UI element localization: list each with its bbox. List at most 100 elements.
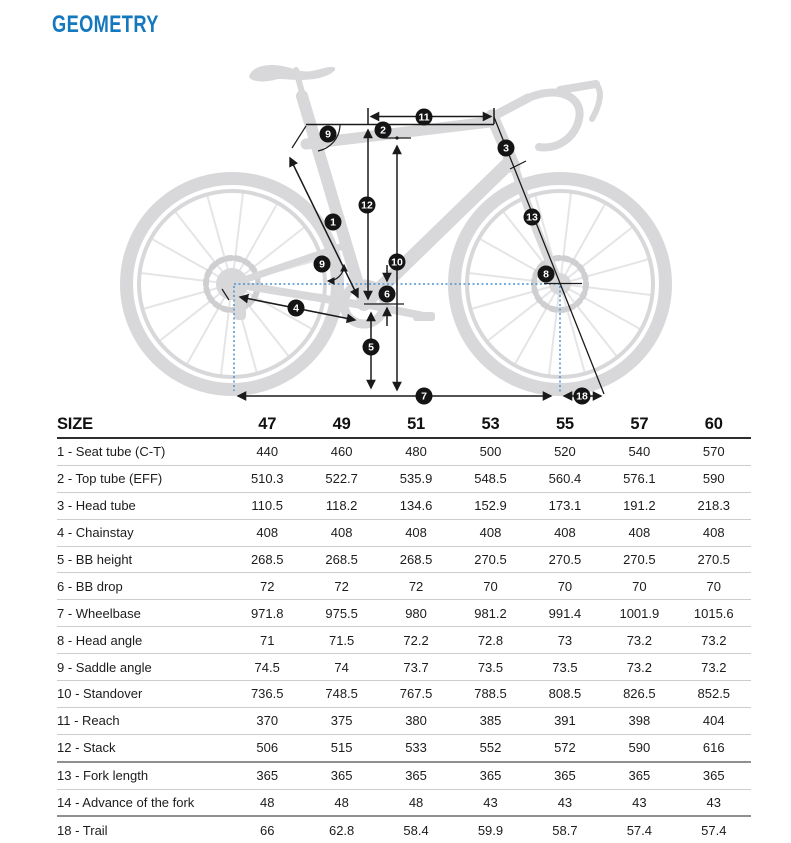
- row-value: 57.4: [626, 822, 652, 838]
- row-value: 43: [557, 795, 573, 811]
- marker-number: 4: [293, 303, 299, 315]
- row-value: 73.2: [701, 632, 727, 648]
- row-value: 173.1: [548, 498, 582, 514]
- row-value: 218.3: [697, 498, 731, 514]
- size-header: SIZE: [57, 415, 93, 433]
- row-value: 110.5: [251, 498, 283, 514]
- table-row: 3 - Head tube 110.5 118.2 134.6 152.9 173.1 19…: [57, 491, 751, 519]
- row-value: 572: [554, 740, 576, 756]
- row-value: 971.8: [250, 605, 284, 621]
- down-tube: [357, 157, 515, 311]
- diagram-marker-10-standover: 10: [388, 253, 406, 271]
- row-label: 7 - Wheelbase: [57, 605, 141, 621]
- row-value: 70: [632, 578, 647, 594]
- row-value: 991.4: [548, 605, 582, 621]
- row-value: 616: [702, 740, 725, 756]
- marker-circle: [573, 387, 591, 405]
- row-value: 43: [706, 795, 722, 811]
- diagram-marker-1-seat-tube: 1: [324, 213, 342, 231]
- size-column-header: 47: [258, 415, 277, 433]
- row-value: 480: [405, 444, 427, 460]
- diagram-marker-8-head-angle: 8: [537, 265, 555, 283]
- marker-number: 11: [418, 112, 429, 124]
- size-column-header: 60: [704, 415, 723, 433]
- row-value: 66: [259, 822, 275, 838]
- row-value: 975.5: [325, 605, 358, 621]
- row-value: 375: [330, 713, 353, 729]
- row-value: 43: [483, 795, 498, 811]
- marker-circle: [358, 196, 376, 214]
- row-label: 18 - Trail: [57, 822, 108, 838]
- row-value: 73.2: [626, 632, 652, 648]
- saddle: [249, 65, 336, 82]
- marker-number: 9: [319, 259, 325, 271]
- diagram-marker-12-stack: 12: [358, 196, 376, 214]
- saddle-angle-arc-top: [317, 124, 341, 152]
- standover-dot: [395, 136, 399, 140]
- row-value: 59.9: [477, 822, 504, 838]
- row-value: 510.3: [250, 471, 284, 487]
- row-value: 385: [479, 713, 502, 729]
- row-value: 72: [259, 578, 275, 594]
- handlebar-hood: [556, 80, 600, 94]
- row-value: 268.5: [250, 552, 284, 567]
- marker-circle: [537, 265, 555, 283]
- row-value: 370: [256, 713, 279, 729]
- row-value: 520: [554, 444, 576, 460]
- row-value: 533: [405, 740, 427, 756]
- pedal: [413, 312, 435, 321]
- table-row: 4 - Chainstay 408 408 408 408 408 408 408: [57, 518, 751, 546]
- row-value: 540: [628, 444, 651, 460]
- row-value: 270.5: [697, 552, 731, 567]
- steering-axis-line: [493, 116, 605, 395]
- table-row: 1 - Seat tube (C-T) 440 460 480 500 520 540 570: [57, 439, 751, 465]
- row-value: 72.2: [403, 632, 429, 648]
- row-label: 14 - Advance of the fork: [57, 795, 195, 811]
- row-value: 852.5: [697, 686, 731, 702]
- row-value: 408: [702, 525, 725, 541]
- geometry-table: SIZE 47 49 51 53 55 57 60 1 - Seat tube (C-T) 440…: [57, 412, 751, 843]
- row-value: 48: [334, 795, 349, 811]
- row-value: 981.2: [474, 605, 507, 621]
- row-value: 365: [256, 768, 279, 784]
- row-value: 43: [632, 795, 647, 811]
- row-label: 10 - Standover: [57, 686, 143, 702]
- marker-number: 12: [361, 200, 373, 212]
- row-value: 74: [334, 659, 349, 675]
- row-label: 2 - Top tube (EFF): [57, 471, 163, 487]
- row-value: 515: [330, 740, 353, 756]
- row-value: 548.5: [474, 471, 507, 487]
- top-tube: [300, 116, 496, 150]
- row-value: 48: [259, 795, 275, 811]
- table-row: 5 - BB height 268.5 268.5 268.5 270.5 270.5 27…: [57, 545, 751, 573]
- table-row: 7 - Wheelbase 971.8 975.5 980 981.2 991.4 1001…: [57, 599, 751, 626]
- row-value: 590: [702, 471, 725, 487]
- handlebar-drop: [522, 88, 584, 152]
- row-value: 767.5: [399, 686, 433, 702]
- marker-circle: [497, 139, 515, 157]
- row-value: 365: [554, 768, 576, 784]
- top-tube-end-tick: [291, 125, 307, 149]
- row-value: 560.4: [548, 471, 582, 487]
- row-label: 5 - BB height: [57, 552, 133, 567]
- marker-circle: [388, 253, 406, 271]
- marker-circle: [415, 387, 433, 405]
- size-column-header: 49: [332, 415, 351, 433]
- size-column-header: 51: [407, 415, 426, 433]
- marker-number: 2: [380, 125, 386, 137]
- row-value: 365: [628, 768, 651, 784]
- row-value: 71.5: [328, 632, 355, 648]
- row-value: 72: [334, 578, 349, 594]
- row-value: 58.4: [403, 822, 429, 838]
- marker-number: 9: [325, 129, 331, 141]
- row-label: 3 - Head tube: [57, 498, 136, 514]
- diagram-marker-4-chainstay: 4: [287, 299, 305, 317]
- table-row: 14 - Advance of the fork 48 48 48 43 43 43 43: [57, 788, 751, 816]
- row-value: 1015.6: [693, 605, 734, 621]
- row-value: 268.5: [325, 552, 358, 567]
- row-value: 570: [702, 444, 725, 460]
- row-value: 408: [479, 525, 502, 541]
- marker-number: 5: [368, 342, 374, 354]
- table-row: 18 - Trail 66 62.8 58.4 59.9 58.7 57.4 57.4: [57, 815, 751, 843]
